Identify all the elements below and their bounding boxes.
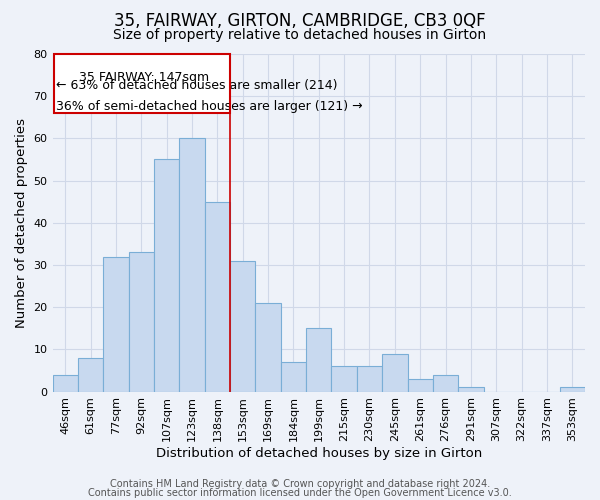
X-axis label: Distribution of detached houses by size in Girton: Distribution of detached houses by size … xyxy=(155,447,482,460)
Bar xyxy=(560,388,585,392)
Bar xyxy=(179,138,205,392)
Bar xyxy=(331,366,357,392)
Text: 36% of semi-detached houses are larger (121) →: 36% of semi-detached houses are larger (… xyxy=(56,100,363,113)
Text: ← 63% of detached houses are smaller (214): ← 63% of detached houses are smaller (21… xyxy=(56,79,338,92)
Bar xyxy=(357,366,382,392)
Bar xyxy=(53,374,78,392)
Text: Contains HM Land Registry data © Crown copyright and database right 2024.: Contains HM Land Registry data © Crown c… xyxy=(110,479,490,489)
Y-axis label: Number of detached properties: Number of detached properties xyxy=(15,118,28,328)
Bar xyxy=(306,328,331,392)
Text: Contains public sector information licensed under the Open Government Licence v3: Contains public sector information licen… xyxy=(88,488,512,498)
Bar xyxy=(205,202,230,392)
Bar xyxy=(458,388,484,392)
Bar xyxy=(281,362,306,392)
Bar xyxy=(103,256,128,392)
Bar xyxy=(154,160,179,392)
Text: 35 FAIRWAY: 147sqm: 35 FAIRWAY: 147sqm xyxy=(79,70,209,84)
Bar xyxy=(256,303,281,392)
Bar xyxy=(128,252,154,392)
Bar xyxy=(382,354,407,392)
Text: Size of property relative to detached houses in Girton: Size of property relative to detached ho… xyxy=(113,28,487,42)
Bar xyxy=(407,379,433,392)
FancyBboxPatch shape xyxy=(54,54,230,113)
Bar xyxy=(78,358,103,392)
Text: 35, FAIRWAY, GIRTON, CAMBRIDGE, CB3 0QF: 35, FAIRWAY, GIRTON, CAMBRIDGE, CB3 0QF xyxy=(114,12,486,30)
Bar xyxy=(230,261,256,392)
Bar xyxy=(433,374,458,392)
